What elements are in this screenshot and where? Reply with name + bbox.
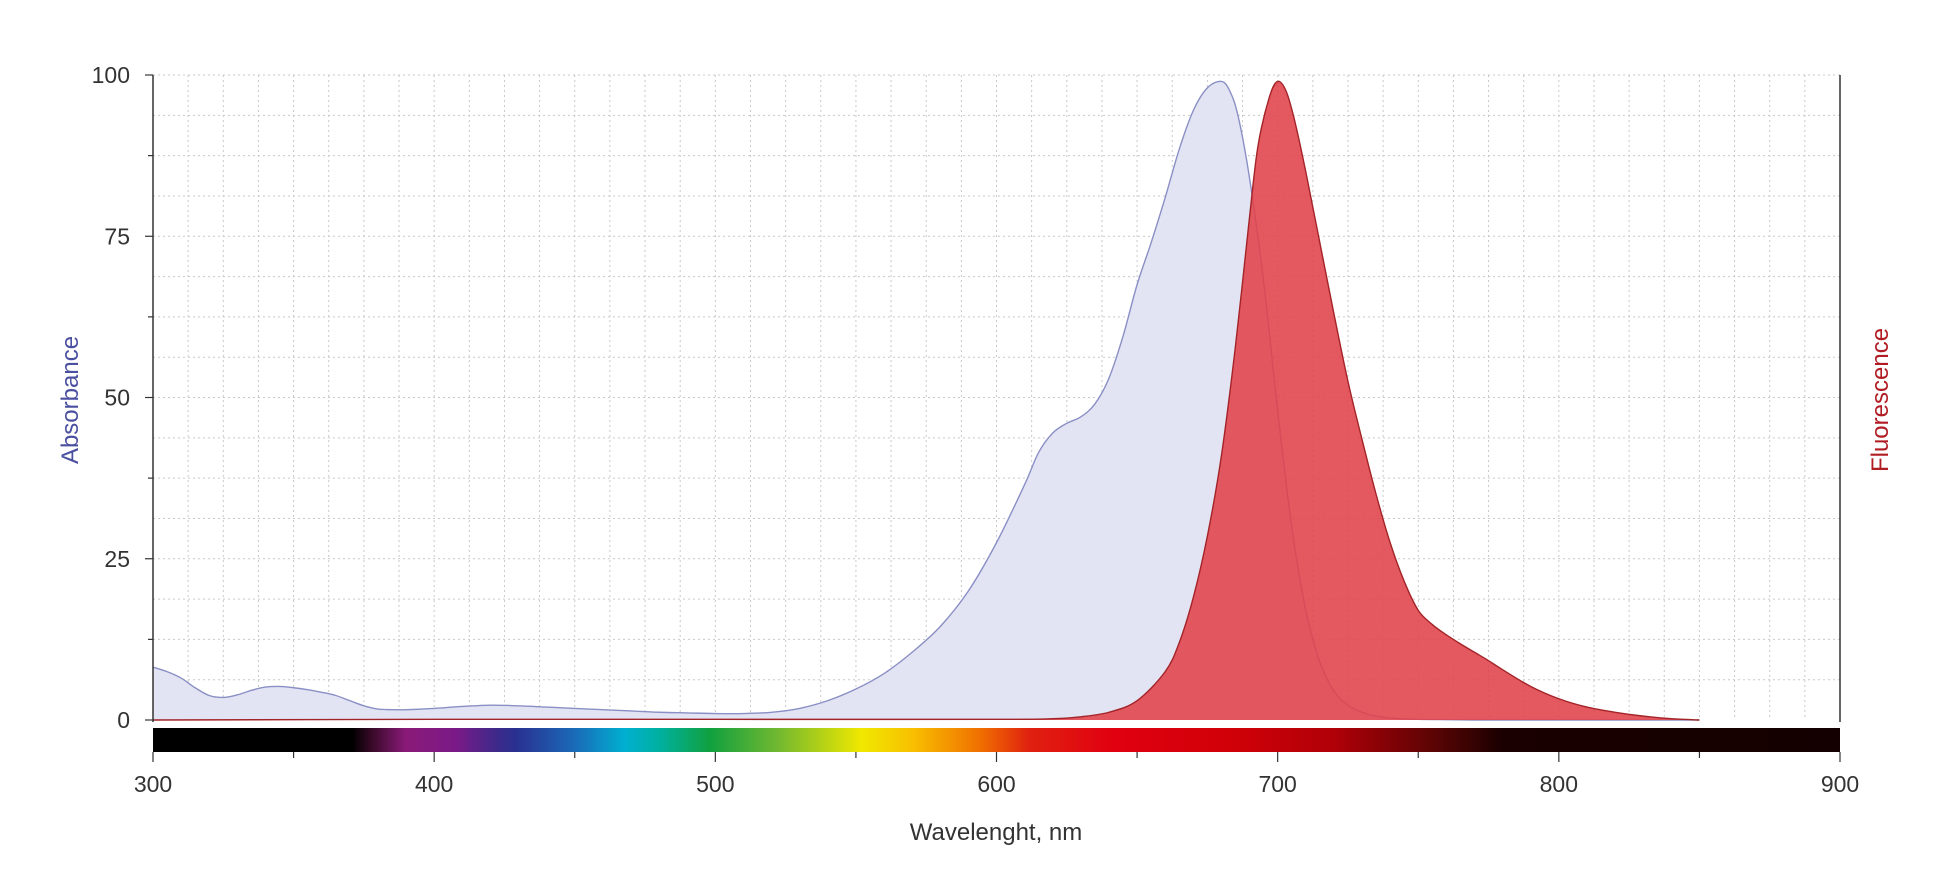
- x-tick-label: 400: [415, 771, 453, 797]
- x-tick-label: 900: [1821, 771, 1859, 797]
- x-tick-label: 800: [1540, 771, 1578, 797]
- x-axis-title: Wavelenght, nm: [910, 819, 1083, 846]
- spectrum-color-bar: [153, 728, 1840, 752]
- grid: [153, 74, 1840, 720]
- y-tick-label: 0: [117, 707, 130, 733]
- x-tick-label: 300: [134, 771, 172, 797]
- x-tick-label: 500: [696, 771, 734, 797]
- y-tick-label: 50: [104, 385, 130, 411]
- y-tick-label: 25: [104, 546, 130, 572]
- fluorescence-area: [153, 81, 1700, 721]
- y-axis-title-absorbance: Absorbance: [57, 336, 84, 464]
- y-tick-label: 100: [92, 62, 130, 88]
- x-tick-label: 600: [977, 771, 1015, 797]
- y-tick-labels: 0 25 50 75 100: [92, 62, 130, 733]
- y-axis-title-fluorescence: Fluorescence: [1867, 328, 1894, 472]
- x-tick-labels: 300 400 500 600 700 800 900: [134, 771, 1859, 797]
- series-layer: [152, 80, 1700, 721]
- fluorescence-line: [152, 80, 1700, 721]
- y-tick-label: 75: [104, 223, 130, 249]
- x-tick-label: 700: [1258, 771, 1296, 797]
- axes: [145, 74, 1841, 762]
